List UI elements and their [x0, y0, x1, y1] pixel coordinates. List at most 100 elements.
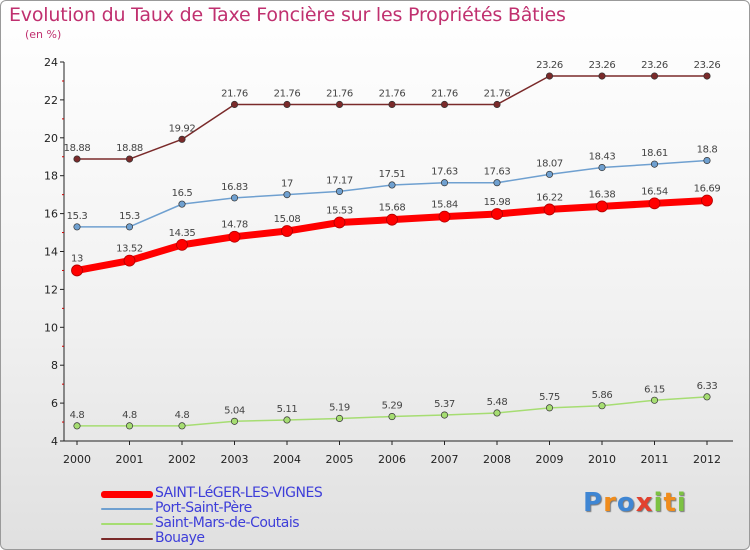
legend-swatch: [101, 523, 153, 525]
data-label: 23.26: [589, 60, 616, 71]
data-point: [335, 187, 344, 195]
data-point: [178, 200, 186, 208]
y-tick-label: 22: [44, 94, 58, 107]
data-label: 16.38: [589, 189, 616, 200]
data-point: [230, 194, 239, 202]
x-tick-label: 2010: [588, 453, 616, 466]
data-label: 14.35: [169, 228, 196, 239]
data-label: 6.33: [697, 381, 718, 392]
data-point: [388, 181, 396, 189]
legend-label: SAINT-LéGER-LES-VIGNES: [155, 485, 323, 501]
legend-label: Bouaye: [155, 530, 205, 546]
y-tick-label: 12: [44, 283, 58, 296]
x-tick-label: 2011: [641, 453, 669, 466]
data-point: [333, 216, 346, 229]
data-point: [438, 210, 451, 223]
data-label: 18.07: [536, 158, 563, 169]
data-point: [283, 416, 291, 424]
data-point: [701, 194, 713, 207]
y-tick-label: 24: [44, 56, 58, 69]
series-layer: [71, 72, 713, 430]
data-label: 23.26: [694, 60, 721, 71]
x-tick-label: 2005: [326, 453, 354, 466]
x-tick-label: 2004: [273, 453, 301, 466]
data-label: 18.88: [116, 143, 143, 154]
data-label: 13: [71, 253, 83, 264]
y-tick-label: 8: [51, 359, 58, 372]
data-label: 21.76: [274, 88, 301, 99]
data-label: 16.5: [172, 188, 193, 199]
x-tick-label: 2002: [168, 453, 196, 466]
data-label: 21.76: [379, 88, 406, 99]
axes: 4 6 8 10 12 14 16 18 20 22 24 2000 2001 2002 2003 2004 2…: [44, 56, 733, 466]
data-label: 16.22: [536, 192, 563, 203]
data-point: [388, 100, 396, 108]
data-point: [440, 179, 449, 187]
data-label: 17.17: [326, 175, 353, 186]
data-point: [648, 197, 661, 210]
data-label: 17.63: [484, 167, 511, 178]
data-point: [598, 72, 606, 80]
data-label: 5.11: [277, 404, 298, 415]
y-tick-label: 10: [44, 321, 58, 334]
data-point: [73, 155, 81, 163]
data-point: [543, 203, 556, 216]
proxiti-logo: Proxiti: [583, 488, 687, 518]
x-tick-label: 2003: [221, 453, 249, 466]
data-point: [596, 200, 608, 213]
data-point: [71, 264, 83, 277]
data-label: 15.53: [326, 206, 353, 217]
legend-swatch: [101, 538, 153, 540]
series-2: [73, 393, 711, 430]
data-point: [598, 164, 606, 172]
data-point: [125, 155, 134, 163]
legend-label: Saint-Mars-de-Coutais: [155, 515, 300, 531]
data-label: 15.84: [431, 200, 458, 211]
data-point: [545, 170, 554, 178]
data-point: [228, 230, 241, 243]
data-point: [73, 422, 81, 430]
data-point: [493, 100, 501, 108]
data-label: 6.15: [644, 384, 665, 395]
data-label: 5.86: [592, 390, 613, 401]
x-tick-label: 2001: [116, 453, 144, 466]
data-label: 18.61: [641, 148, 668, 159]
data-label: 23.26: [536, 60, 563, 71]
data-point: [125, 223, 134, 231]
y-tick-label: 14: [44, 246, 58, 259]
logo-letter: r: [603, 488, 617, 518]
data-label: 5.37: [434, 399, 455, 410]
chart-title: Evolution du Taux de Taxe Foncière sur l…: [9, 4, 566, 26]
chart-unit: (en %): [25, 28, 62, 41]
data-label: 15.68: [379, 203, 406, 214]
data-point: [283, 191, 291, 199]
data-label: 21.76: [221, 88, 248, 99]
y-tick-label: 4: [51, 435, 58, 448]
data-point: [335, 100, 344, 108]
data-label: 23.26: [641, 60, 668, 71]
data-point: [650, 396, 659, 404]
data-label: 15.3: [67, 211, 88, 222]
series-3: [73, 72, 711, 163]
logo-letter: i: [653, 488, 664, 518]
logo-letter: t: [663, 488, 677, 518]
data-label: 19.92: [169, 123, 196, 134]
data-point: [440, 411, 449, 419]
logo-letter: P: [583, 488, 604, 518]
data-point: [598, 402, 606, 410]
data-label: 16.54: [641, 186, 668, 197]
data-label: 18.88: [64, 143, 91, 154]
data-label: 21.76: [484, 88, 511, 99]
data-point: [176, 238, 188, 251]
data-point: [388, 413, 396, 421]
data-point: [335, 414, 344, 422]
x-tick-label: 2008: [483, 453, 511, 466]
y-tick-label: 20: [44, 132, 58, 145]
data-point: [703, 156, 711, 165]
data-point: [545, 72, 554, 80]
data-point: [283, 100, 291, 108]
logo-letter: x: [635, 488, 654, 518]
data-point: [73, 223, 81, 231]
data-point: [178, 422, 186, 430]
